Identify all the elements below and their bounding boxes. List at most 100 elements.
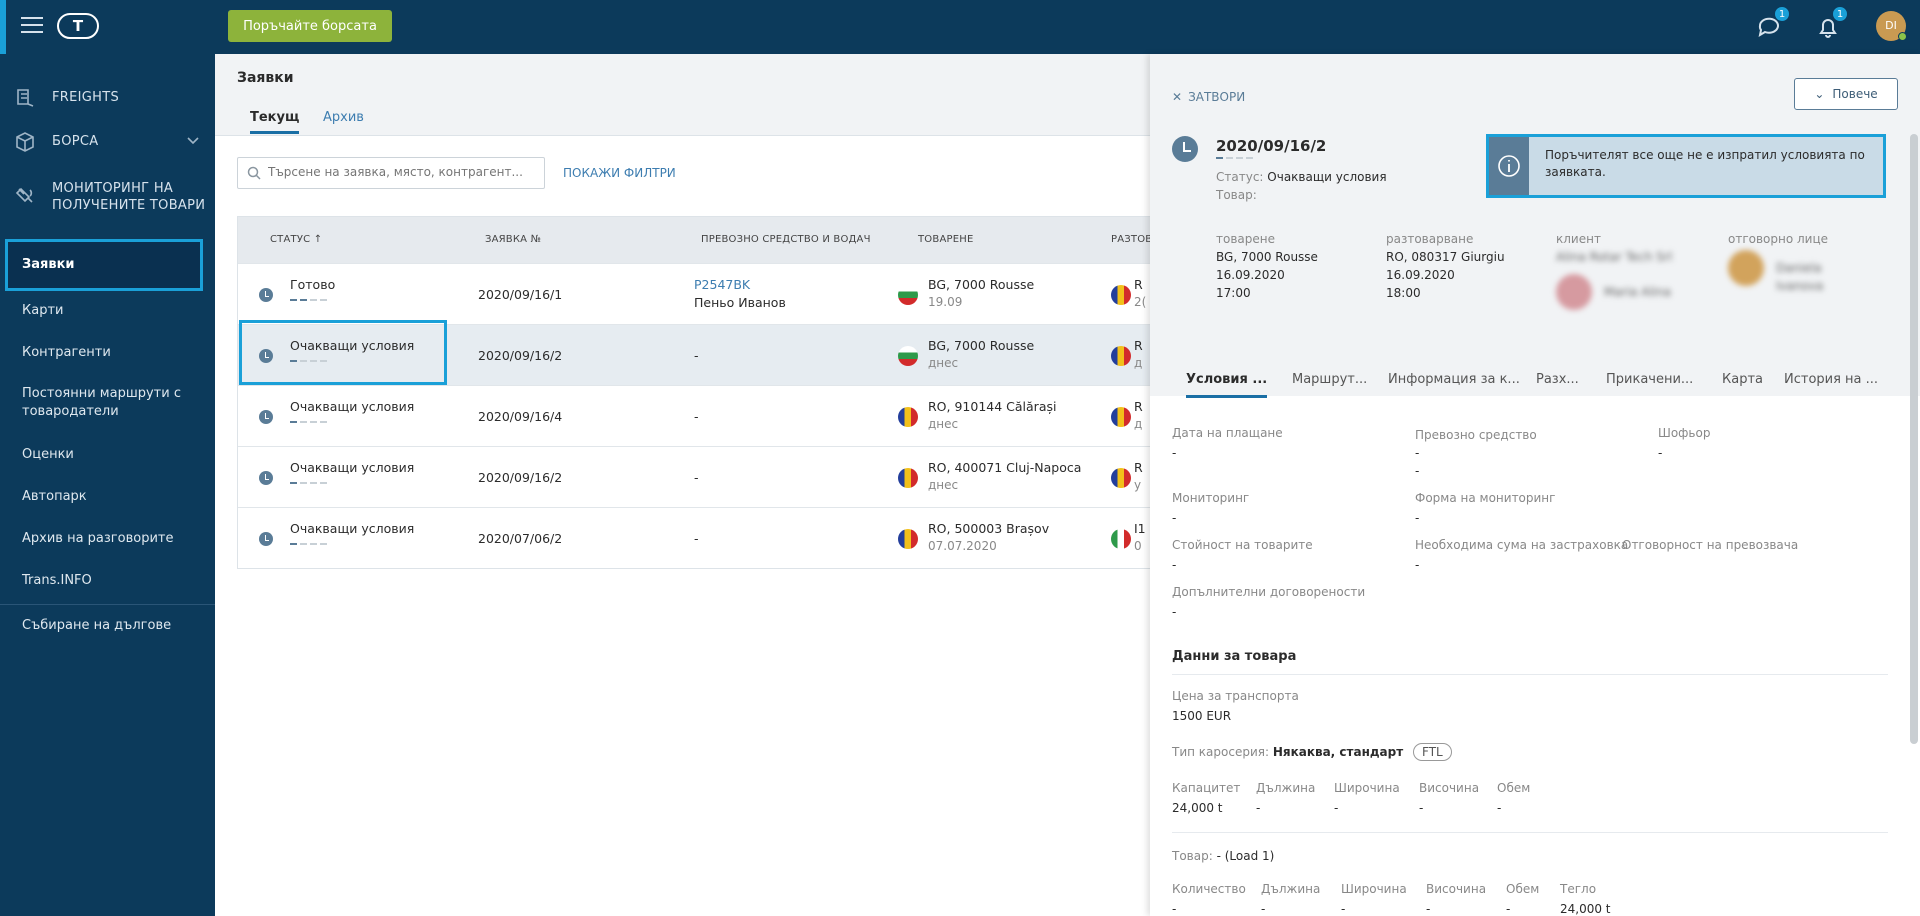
vehicle-driver: - xyxy=(694,409,699,424)
table-row[interactable]: Очакващи условия 2020/09/16/4 - RO, 910144 … xyxy=(238,385,1150,446)
unloading-place: R xyxy=(1134,338,1143,353)
order-number: 2020/09/16/2 xyxy=(478,470,563,485)
country-flag-icon xyxy=(1111,346,1131,366)
sidebar-item-debt-collection[interactable]: Събиране на дългове xyxy=(22,618,172,633)
unloading-place: R xyxy=(1134,460,1143,475)
loading-date: 07.07.2020 xyxy=(928,539,997,553)
close-button[interactable]: ✕ ЗАТВОРИ xyxy=(1172,90,1246,104)
sidebar-item-orders[interactable]: Заявки xyxy=(5,239,203,291)
user-avatar[interactable]: DI xyxy=(1876,11,1907,41)
tab-conditions[interactable]: Условия ... xyxy=(1186,372,1268,398)
tab-archive[interactable]: Архив xyxy=(323,110,364,125)
sidebar-item-contractors[interactable]: Контрагенти xyxy=(22,345,111,360)
country-flag-icon xyxy=(1111,468,1131,488)
sidebar: FREIGHTS БОРСА МОНИТОРИНГ НА ПОЛУЧЕНИТЕ … xyxy=(0,54,215,916)
responsible-block: отговорно лице Daniela Ivanova xyxy=(1728,232,1829,293)
load-qty: Количество - xyxy=(1172,882,1246,916)
box-icon xyxy=(16,132,34,152)
sidebar-item-routes[interactable]: Постоянни маршрути с товародатели xyxy=(22,386,181,419)
loading-date: днес xyxy=(928,417,959,431)
info-banner: Поръчителят все още не е изпратил услови… xyxy=(1486,134,1886,198)
status-text: Очакващи условия xyxy=(290,460,415,475)
load-height: Височина - xyxy=(1426,882,1487,916)
notifications-icon[interactable]: 1 xyxy=(1814,6,1848,44)
vehicle-driver: - xyxy=(694,470,699,485)
info-text: Поръчителят все още не е изпратил услови… xyxy=(1545,148,1865,179)
vehicle-driver: - xyxy=(694,348,699,363)
ftl-badge: FTL xyxy=(1413,743,1452,761)
col-unloading[interactable]: РАЗТОВ xyxy=(1111,234,1153,245)
order-number: 2020/09/16/2 xyxy=(1216,137,1327,155)
trans-logo[interactable]: T xyxy=(57,13,99,39)
status-text: Очакващи условия xyxy=(290,399,415,414)
table-row[interactable]: Очакващи условия 2020/07/06/2 - RO, 500003 … xyxy=(238,507,1150,568)
tab-history[interactable]: История на ... xyxy=(1784,372,1879,387)
order-number: 2020/09/16/4 xyxy=(478,409,563,424)
search-input[interactable] xyxy=(268,165,536,179)
unloading-date: 2( xyxy=(1134,295,1147,309)
extra-agreements-field: Допълнителни договорености - xyxy=(1172,585,1366,619)
search-field[interactable] xyxy=(237,157,545,189)
col-status[interactable]: СТАТУС ↑ xyxy=(270,234,323,245)
sidebar-divider xyxy=(0,604,215,605)
tab-attachments[interactable]: Прикачени... xyxy=(1606,372,1694,387)
goods-value-field: Стойност на товарите - xyxy=(1172,538,1313,572)
sidebar-item-fleet[interactable]: Автопарк xyxy=(22,489,87,504)
tab-current[interactable]: Текущ xyxy=(250,110,300,134)
col-loading[interactable]: ТОВАРЕНЕ xyxy=(918,234,974,245)
table-row[interactable]: Очакващи условия 2020/09/16/2 - BG, 7000 Ro… xyxy=(238,324,1150,385)
carrier-liability-field: Отговорност на превозвача xyxy=(1622,538,1799,552)
capacity-field: Капацитет 24,000 t xyxy=(1172,781,1241,815)
sidebar-item-ratings[interactable]: Оценки xyxy=(22,447,74,462)
orders-header: Заявки Текущ Архив xyxy=(215,54,1150,136)
status-clock-icon xyxy=(259,349,273,363)
unloading-date: д xyxy=(1134,356,1143,370)
loading-date: 19.09 xyxy=(928,295,963,309)
load-length: Дължина - xyxy=(1261,882,1321,916)
width-field: Широчина - xyxy=(1334,781,1400,815)
loading-place: RO, 910144 Călărași xyxy=(928,399,1057,414)
status-clock-icon xyxy=(259,410,273,424)
col-vehicle[interactable]: ПРЕВОЗНО СРЕДСТВО И ВОДАЧ xyxy=(701,234,871,245)
page-title: Заявки xyxy=(237,70,294,86)
notifications-badge: 1 xyxy=(1832,6,1848,22)
vehicle-link[interactable]: P2547BK xyxy=(694,277,751,292)
tab-map[interactable]: Карта xyxy=(1722,372,1763,387)
scrollbar[interactable] xyxy=(1910,134,1918,744)
tab-costs[interactable]: Разх... xyxy=(1536,372,1579,387)
unloading-date: 0 xyxy=(1134,539,1142,553)
divider xyxy=(1172,674,1888,675)
load-weight: Тегло 24,000 t xyxy=(1560,882,1611,916)
selection-highlight xyxy=(239,320,447,385)
sidebar-item-transinfo[interactable]: Trans.INFO xyxy=(22,573,92,588)
country-flag-icon xyxy=(898,468,918,488)
menu-icon[interactable] xyxy=(21,17,43,35)
top-bar: T Поръчайте борсата 1 1 DI xyxy=(0,0,1920,54)
messages-icon[interactable]: 1 xyxy=(1756,6,1790,44)
orders-table: СТАТУС ↑ ЗАЯВКА № ПРЕВОЗНО СРЕДСТВО И ВО… xyxy=(237,216,1153,569)
loading-place: RO, 500003 Brașov xyxy=(928,521,1050,536)
table-row[interactable]: Готово 2020/09/16/1 P2547BK Пеньо Иванов BG,… xyxy=(238,263,1150,324)
order-number: 2020/09/16/2 xyxy=(478,348,563,363)
country-flag-icon xyxy=(898,285,918,305)
progress-steps xyxy=(290,299,327,301)
progress-steps xyxy=(290,482,327,484)
sidebar-item-maps[interactable]: Карти xyxy=(22,303,64,318)
chevron-down-icon: ⌄ xyxy=(1814,87,1825,101)
show-filters-link[interactable]: ПОКАЖИ ФИЛТРИ xyxy=(563,166,676,180)
col-order[interactable]: ЗАЯВКА № xyxy=(485,234,542,245)
tab-route[interactable]: Маршрут... xyxy=(1292,372,1368,387)
table-row[interactable]: Очакващи условия 2020/09/16/2 - RO, 400071 … xyxy=(238,446,1150,507)
goods-section-title: Данни за товара xyxy=(1172,649,1297,664)
progress-steps xyxy=(290,360,327,362)
unloading-date: д xyxy=(1134,417,1143,431)
load-width: Широчина - xyxy=(1341,882,1407,916)
tab-info[interactable]: Информация за к... xyxy=(1388,372,1520,387)
progress-steps xyxy=(290,421,327,423)
more-button[interactable]: ⌄ Повече xyxy=(1794,78,1898,110)
sidebar-item-chat-archive[interactable]: Архив на разговорите xyxy=(22,531,174,546)
order-exchange-button[interactable]: Поръчайте борсата xyxy=(228,10,392,42)
responsible-avatar xyxy=(1728,250,1764,286)
country-flag-icon xyxy=(1111,285,1131,305)
load-volume: Обем - xyxy=(1506,882,1540,916)
